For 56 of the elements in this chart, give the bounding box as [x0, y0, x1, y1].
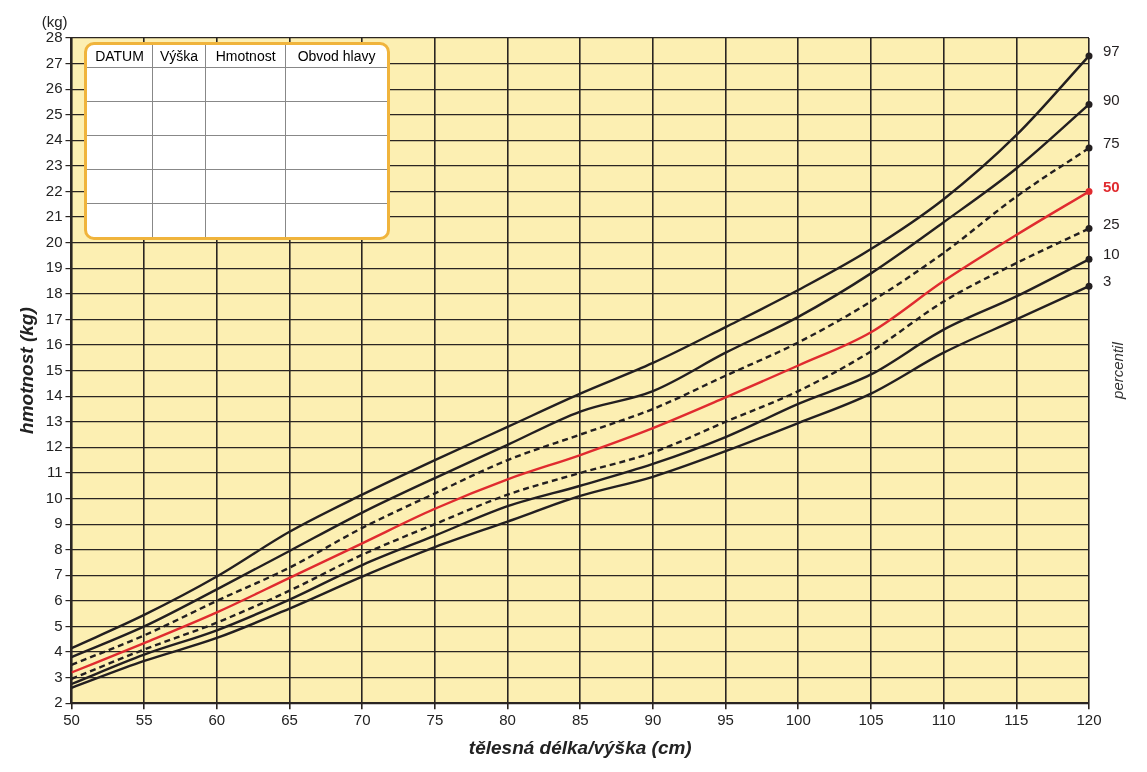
series-label: 75: [1103, 134, 1120, 152]
x-tick-label: 95: [717, 711, 734, 729]
annotation: Obvod hlavy: [285, 45, 387, 68]
y-tick-label: 23: [45, 156, 63, 174]
x-tick-label: 105: [858, 711, 884, 729]
x-tick-label: 100: [785, 711, 811, 729]
y-tick-label: 21: [45, 207, 63, 225]
y-tick-label: 6: [54, 591, 63, 608]
y-tick-label: 13: [45, 411, 63, 429]
y-tick-label: 10: [45, 488, 63, 506]
series-label: 97: [1103, 42, 1120, 60]
y-tick-label: 24: [45, 130, 63, 148]
y-tick-label: 11: [46, 463, 63, 481]
x-tick-label: 80: [499, 711, 516, 729]
y-tick-label: 17: [45, 309, 63, 327]
series-label: 10: [1103, 245, 1120, 263]
x-tick-label: 50: [63, 711, 80, 729]
y-tick-label: 8: [54, 539, 63, 557]
y-tick-label: 18: [45, 283, 63, 301]
x-tick-label: 120: [1076, 711, 1102, 729]
series-label: 90: [1103, 90, 1120, 108]
legend-title: percentil: [1109, 341, 1127, 400]
y-tick-label: 26: [45, 79, 63, 97]
y-tick-label: 16: [45, 335, 63, 353]
y-axis-title: hmotnost (kg): [15, 307, 37, 434]
x-tick-label: 55: [135, 711, 153, 729]
x-tick-label: 85: [571, 711, 589, 729]
annotation: Výška: [152, 45, 206, 68]
y-tick-label: 20: [45, 232, 63, 250]
x-tick-label: 70: [353, 711, 371, 729]
y-tick-label: 2: [54, 693, 63, 711]
y-tick-label: 12: [45, 437, 63, 455]
y-tick-label: 5: [54, 616, 63, 634]
annotation: DATUM: [94, 47, 145, 66]
y-tick-label: 9: [54, 514, 63, 532]
x-tick-label: 110: [931, 711, 956, 729]
x-tick-label: 65: [281, 711, 298, 729]
x-tick-label: 90: [644, 711, 662, 729]
x-tick-label: 60: [208, 711, 226, 729]
y-tick-label: 25: [45, 104, 63, 122]
annotation: Hmotnost: [205, 45, 286, 68]
y-tick-label: 27: [45, 53, 63, 71]
y-tick-label: 3: [54, 667, 63, 685]
y-tick-label: 14: [45, 386, 63, 404]
y-tick-label: 19: [45, 258, 63, 276]
y-tick-label: 15: [45, 360, 63, 378]
text: (kg): [41, 12, 68, 30]
y-tick-label: 4: [54, 642, 63, 660]
series-label: 25: [1103, 214, 1120, 232]
x-tick-label: 115: [1004, 711, 1029, 729]
x-tick-label: 75: [426, 711, 444, 729]
y-tick-label: 22: [45, 181, 63, 199]
series-label: 50: [1103, 177, 1120, 195]
y-tick-label: 7: [54, 565, 63, 583]
x-axis-title: tělesná délka/výška (cm): [468, 736, 692, 758]
series-label: 3: [1103, 272, 1112, 290]
